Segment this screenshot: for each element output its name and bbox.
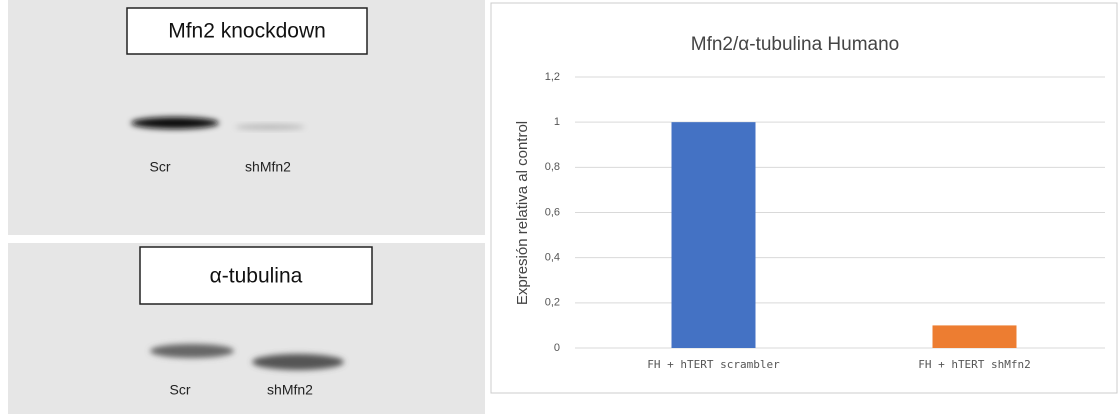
y-axis-label: Expresión relativa al control	[514, 121, 531, 305]
chart-title: Mfn2/α-tubulina Humano	[691, 34, 899, 55]
x-tick-label: FH + hTERT scrambler	[647, 358, 780, 371]
blot-title: Mfn2 knockdown	[168, 20, 326, 43]
lane-label: shMfn2	[267, 382, 313, 398]
x-tick-label: FH + hTERT shMfn2	[918, 358, 1031, 371]
blot-title: α-tubulina	[210, 265, 303, 288]
figure: Mfn2 knockdown Scr shMfn2 α-tubulina Scr…	[0, 0, 1120, 414]
bar	[933, 325, 1017, 348]
y-tick-label: 0,8	[545, 161, 560, 173]
y-tick-label: 0	[554, 342, 560, 354]
band	[150, 344, 234, 358]
band	[235, 124, 305, 130]
band	[252, 354, 344, 370]
chart-frame	[491, 3, 1117, 393]
y-tick-label: 0,2	[545, 297, 560, 309]
lane-label: shMfn2	[245, 159, 291, 175]
lane-label: Scr	[150, 159, 171, 175]
chart: Mfn2/α-tubulina Humano Expresión relativ…	[491, 3, 1117, 393]
y-tick-label: 1,2	[545, 71, 560, 83]
y-tick-label: 0,4	[545, 252, 560, 264]
y-tick-label: 0,6	[545, 206, 560, 218]
lane-label: Scr	[170, 382, 191, 398]
y-tick-label: 1	[554, 116, 560, 128]
bar	[672, 122, 756, 348]
band	[131, 117, 219, 129]
